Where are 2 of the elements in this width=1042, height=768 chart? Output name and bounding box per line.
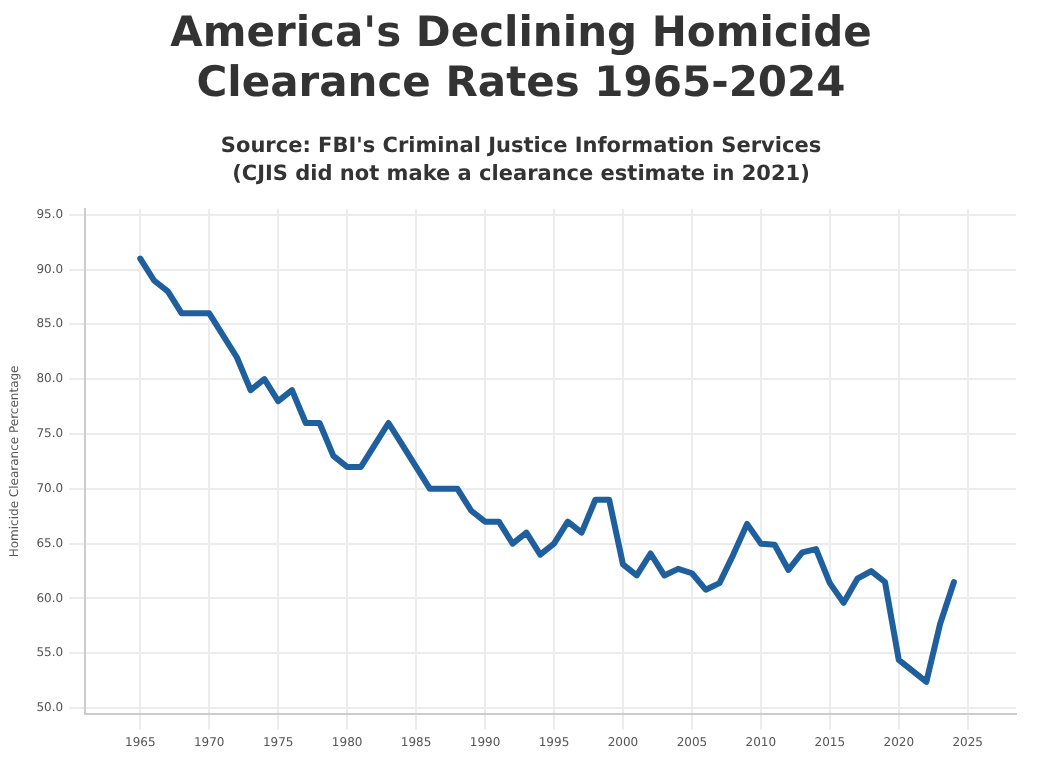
chart-title: America's Declining Homicide Clearance Rates 1965-2024 — [168, 8, 874, 108]
chart-subtitle: Source: FBI's Criminal Justice Information Services (CJIS did not make a clearance estimate in 2021) — [218, 132, 824, 188]
